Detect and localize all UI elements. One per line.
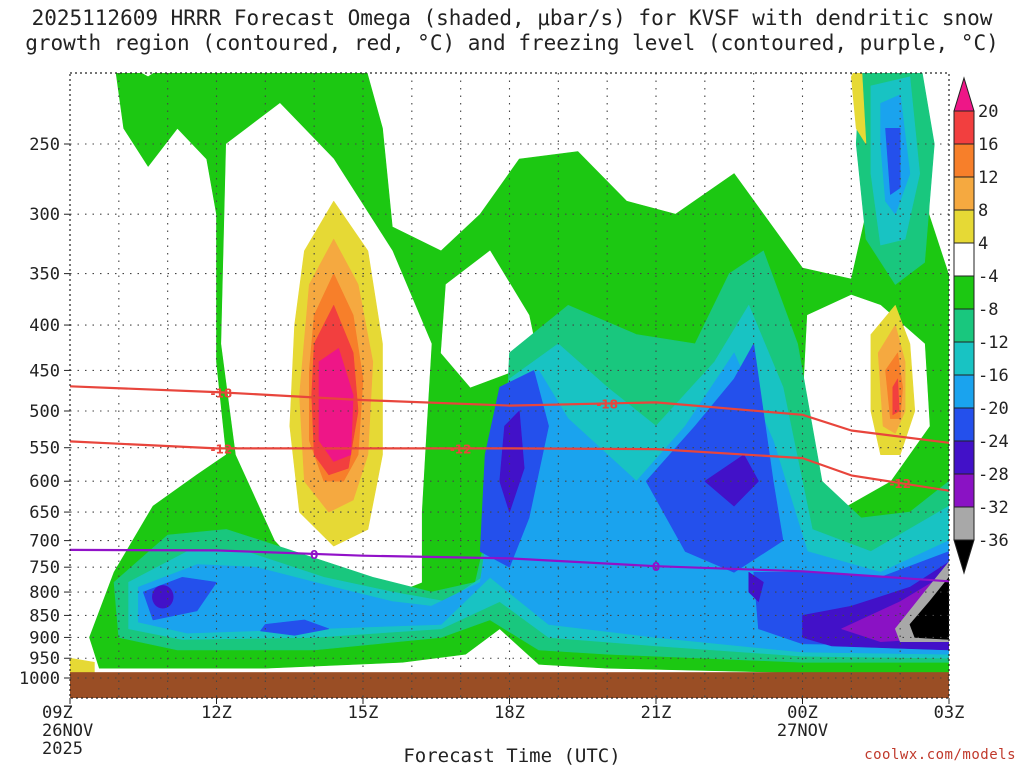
colorbar-tick-label: 4: [978, 234, 988, 254]
colorbar-tick-label: -4: [978, 267, 998, 287]
omega-red-small: [892, 378, 900, 416]
colorbar-swatch: [953, 242, 975, 277]
plot-frame: [69, 72, 950, 699]
chart-title-line-2: growth region (contoured, red, °C) and f…: [25, 31, 999, 55]
colorbar-swatch: [953, 341, 975, 376]
contour-label-dgz-minus18: -18: [596, 397, 618, 411]
y-tick-label: 300: [29, 205, 60, 225]
x-tick-label: 2025: [42, 739, 83, 759]
omega-purple-d: [748, 572, 764, 602]
colorbar-swatch: [953, 506, 975, 541]
y-tick-label: 400: [29, 316, 60, 336]
colorbar-tick-label: 16: [978, 135, 998, 155]
omega-shading: [70, 73, 949, 698]
omega-blue-dark-b: [260, 619, 330, 636]
colorbar-swatch: [953, 209, 975, 244]
colorbar-tick-label: -32: [978, 498, 1009, 518]
x-tick-label: 18Z: [494, 703, 525, 723]
plot-border: [69, 72, 950, 699]
colorbar-swatch: [953, 308, 975, 343]
x-tick-label: 26NOV: [42, 721, 93, 741]
y-axis-ticks: 2503003504004505005506006507007508008509…: [19, 135, 70, 689]
x-tick-label: 03Z: [934, 703, 965, 723]
contour-label-dgz-minus12: -12: [889, 477, 911, 491]
y-tick-label: 500: [29, 402, 60, 422]
y-tick-label: 750: [29, 558, 60, 578]
y-tick-label: 350: [29, 265, 60, 285]
x-tick-label: 09Z: [42, 703, 73, 723]
omega-purple-b: [499, 410, 525, 513]
y-tick-label: 250: [29, 135, 60, 155]
y-tick-label: 450: [29, 361, 60, 381]
y-tick-label: 850: [29, 606, 60, 626]
contour-dgz-minus12: [70, 440, 949, 492]
temperature-contours: -18 -18 -12 -12 -12 0 0: [70, 385, 949, 583]
colorbar-swatch: [953, 407, 975, 442]
colorbar-tick-label: -24: [978, 432, 1009, 452]
chart-title: 2025112609 HRRR Forecast Omega (shaded, …: [0, 6, 1024, 56]
omega-black-h: [909, 577, 949, 640]
chart-title-line-1: 2025112609 HRRR Forecast Omega (shaded, …: [31, 6, 993, 30]
colorbar-tick-label: 20: [978, 102, 998, 122]
colorbar-swatch-bottom: [953, 539, 975, 575]
y-tick-label: 800: [29, 583, 60, 603]
below-ground-fill: [70, 672, 949, 698]
omega-magenta-core: [318, 348, 354, 462]
contour-label-freezing-level: 0: [652, 560, 660, 574]
omega-yellow-near-sfc: [70, 657, 95, 673]
credit-link[interactable]: coolwx.com/models: [864, 747, 1016, 763]
colorbar-swatch-top: [953, 76, 975, 112]
colorbar-tick-label: 8: [978, 201, 988, 221]
colorbar-tick-label: -16: [978, 366, 1009, 386]
omega-upper-dark: [885, 128, 901, 195]
contour-label-dgz-minus12: -12: [450, 442, 472, 456]
x-tick-label: 00Z: [787, 703, 818, 723]
y-tick-label: 950: [29, 649, 60, 669]
colorbar-swatch: [953, 176, 975, 211]
contour-label-dgz-minus12: -12: [211, 442, 233, 456]
omega-purple-a: [152, 585, 174, 609]
x-axis-title: Forecast Time (UTC): [403, 745, 621, 767]
colorbar-swatch: [953, 440, 975, 475]
colorbar-swatch: [953, 275, 975, 310]
colorbar-swatch: [953, 143, 975, 178]
colorbar-tick-label: 12: [978, 168, 998, 188]
y-tick-label: 650: [29, 503, 60, 523]
y-tick-label: 700: [29, 532, 60, 552]
colorbar-tick-label: -28: [978, 465, 1009, 485]
colorbar-tick-label: -12: [978, 333, 1009, 353]
contour-freezing-level: [70, 548, 949, 583]
omega-blue-dark-d: [645, 343, 784, 573]
omega-purple-c: [704, 454, 759, 507]
contour-dgz-minus18: [70, 385, 949, 444]
colorbar-tick-label: -36: [978, 531, 1009, 551]
omega-yellow-top-right: [851, 73, 867, 145]
contour-label-dgz-minus18: -18: [211, 386, 233, 400]
y-tick-label: 900: [29, 628, 60, 648]
x-tick-label: 27NOV: [777, 721, 828, 741]
y-tick-label: 1000: [19, 669, 60, 689]
x-tick-label: 12Z: [201, 703, 232, 723]
x-tick-label: 15Z: [348, 703, 379, 723]
x-tick-label: 21Z: [641, 703, 672, 723]
y-tick-label: 600: [29, 472, 60, 492]
colorbar-tick-label: -20: [978, 399, 1009, 419]
colorbar-tick-label: -8: [978, 300, 998, 320]
contour-label-freezing-level: 0: [310, 548, 318, 562]
colorbar-swatch: [953, 473, 975, 508]
colorbar-swatch: [953, 110, 975, 145]
colorbar-swatch: [953, 374, 975, 409]
colorbar: 20 16 12 8 4 -4 -8 -12 -16 -20 -24 -28 -32 -36: [953, 76, 1009, 575]
y-tick-label: 550: [29, 439, 60, 459]
